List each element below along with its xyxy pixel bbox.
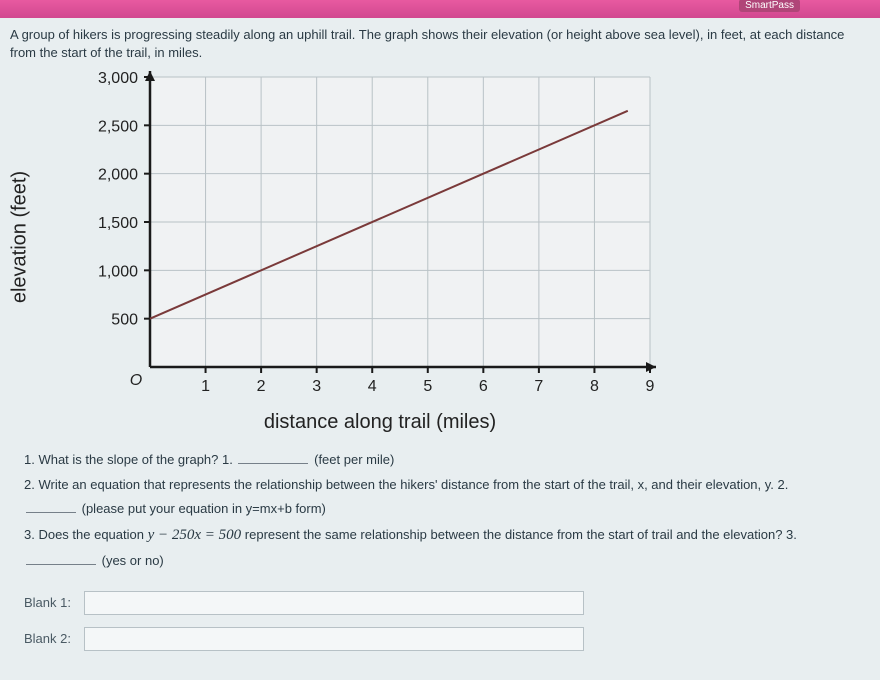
q2-text-pre: 2. Write an equation that represents the… <box>24 477 788 492</box>
q3-text-post: (yes or no) <box>102 553 164 568</box>
smartpass-badge: SmartPass <box>739 0 800 12</box>
svg-text:500: 500 <box>111 312 138 329</box>
y-axis-label: elevation (feet) <box>9 171 32 303</box>
blank-2-input[interactable] <box>84 627 584 651</box>
question-1: 1. What is the slope of the graph? 1. (f… <box>24 448 870 471</box>
q1-blank <box>238 451 308 464</box>
q3-text-pre: 3. Does the equation <box>24 527 144 542</box>
q1-text-post: (feet per mile) <box>314 452 394 467</box>
svg-text:1: 1 <box>201 378 210 395</box>
q3-text-mid: represent the same relationship between … <box>245 527 797 542</box>
question-2: 2. Write an equation that represents the… <box>24 473 870 520</box>
elevation-chart: 1 2 3 4 5 6 7 8 9 500 1,000 1,500 2,000 2,500 3,000 O <box>30 67 670 407</box>
svg-text:5: 5 <box>423 378 432 395</box>
svg-text:4: 4 <box>368 378 377 395</box>
q2-text-post: (please put your equation in y=mx+b form… <box>82 501 326 516</box>
q1-text-pre: 1. What is the slope of the graph? 1. <box>24 452 233 467</box>
svg-text:2,500: 2,500 <box>98 118 138 135</box>
chart-container: elevation (feet) 1234567895001,0001,5002… <box>30 67 670 407</box>
svg-text:2: 2 <box>257 378 266 395</box>
svg-text:1,500: 1,500 <box>98 215 138 232</box>
questions-block: 1. What is the slope of the graph? 1. (f… <box>24 448 870 573</box>
top-bar: SmartPass <box>0 0 880 18</box>
answer-blanks: Blank 1: Blank 2: <box>24 591 870 651</box>
content-area: A group of hikers is progressing steadil… <box>0 18 880 673</box>
svg-text:7: 7 <box>534 378 543 395</box>
x-axis-label: distance along trail (miles) <box>130 411 630 434</box>
blank-2-row: Blank 2: <box>24 627 870 651</box>
svg-text:3: 3 <box>312 378 321 395</box>
problem-statement: A group of hikers is progressing steadil… <box>10 26 870 61</box>
q3-equation: y − 250x = 500 <box>148 527 242 543</box>
svg-text:6: 6 <box>479 378 488 395</box>
blank-1-label: Blank 1: <box>24 595 84 610</box>
svg-text:2,000: 2,000 <box>98 167 138 184</box>
svg-text:9: 9 <box>646 378 655 395</box>
q2-blank <box>26 500 76 513</box>
blank-2-label: Blank 2: <box>24 631 84 646</box>
question-3: 3. Does the equation y − 250x = 500 repr… <box>24 522 870 572</box>
blank-1-input[interactable] <box>84 591 584 615</box>
svg-text:1,000: 1,000 <box>98 263 138 280</box>
svg-text:O: O <box>130 372 142 389</box>
blank-1-row: Blank 1: <box>24 591 870 615</box>
svg-text:3,000: 3,000 <box>98 70 138 87</box>
q3-blank <box>26 552 96 565</box>
svg-text:8: 8 <box>590 378 599 395</box>
